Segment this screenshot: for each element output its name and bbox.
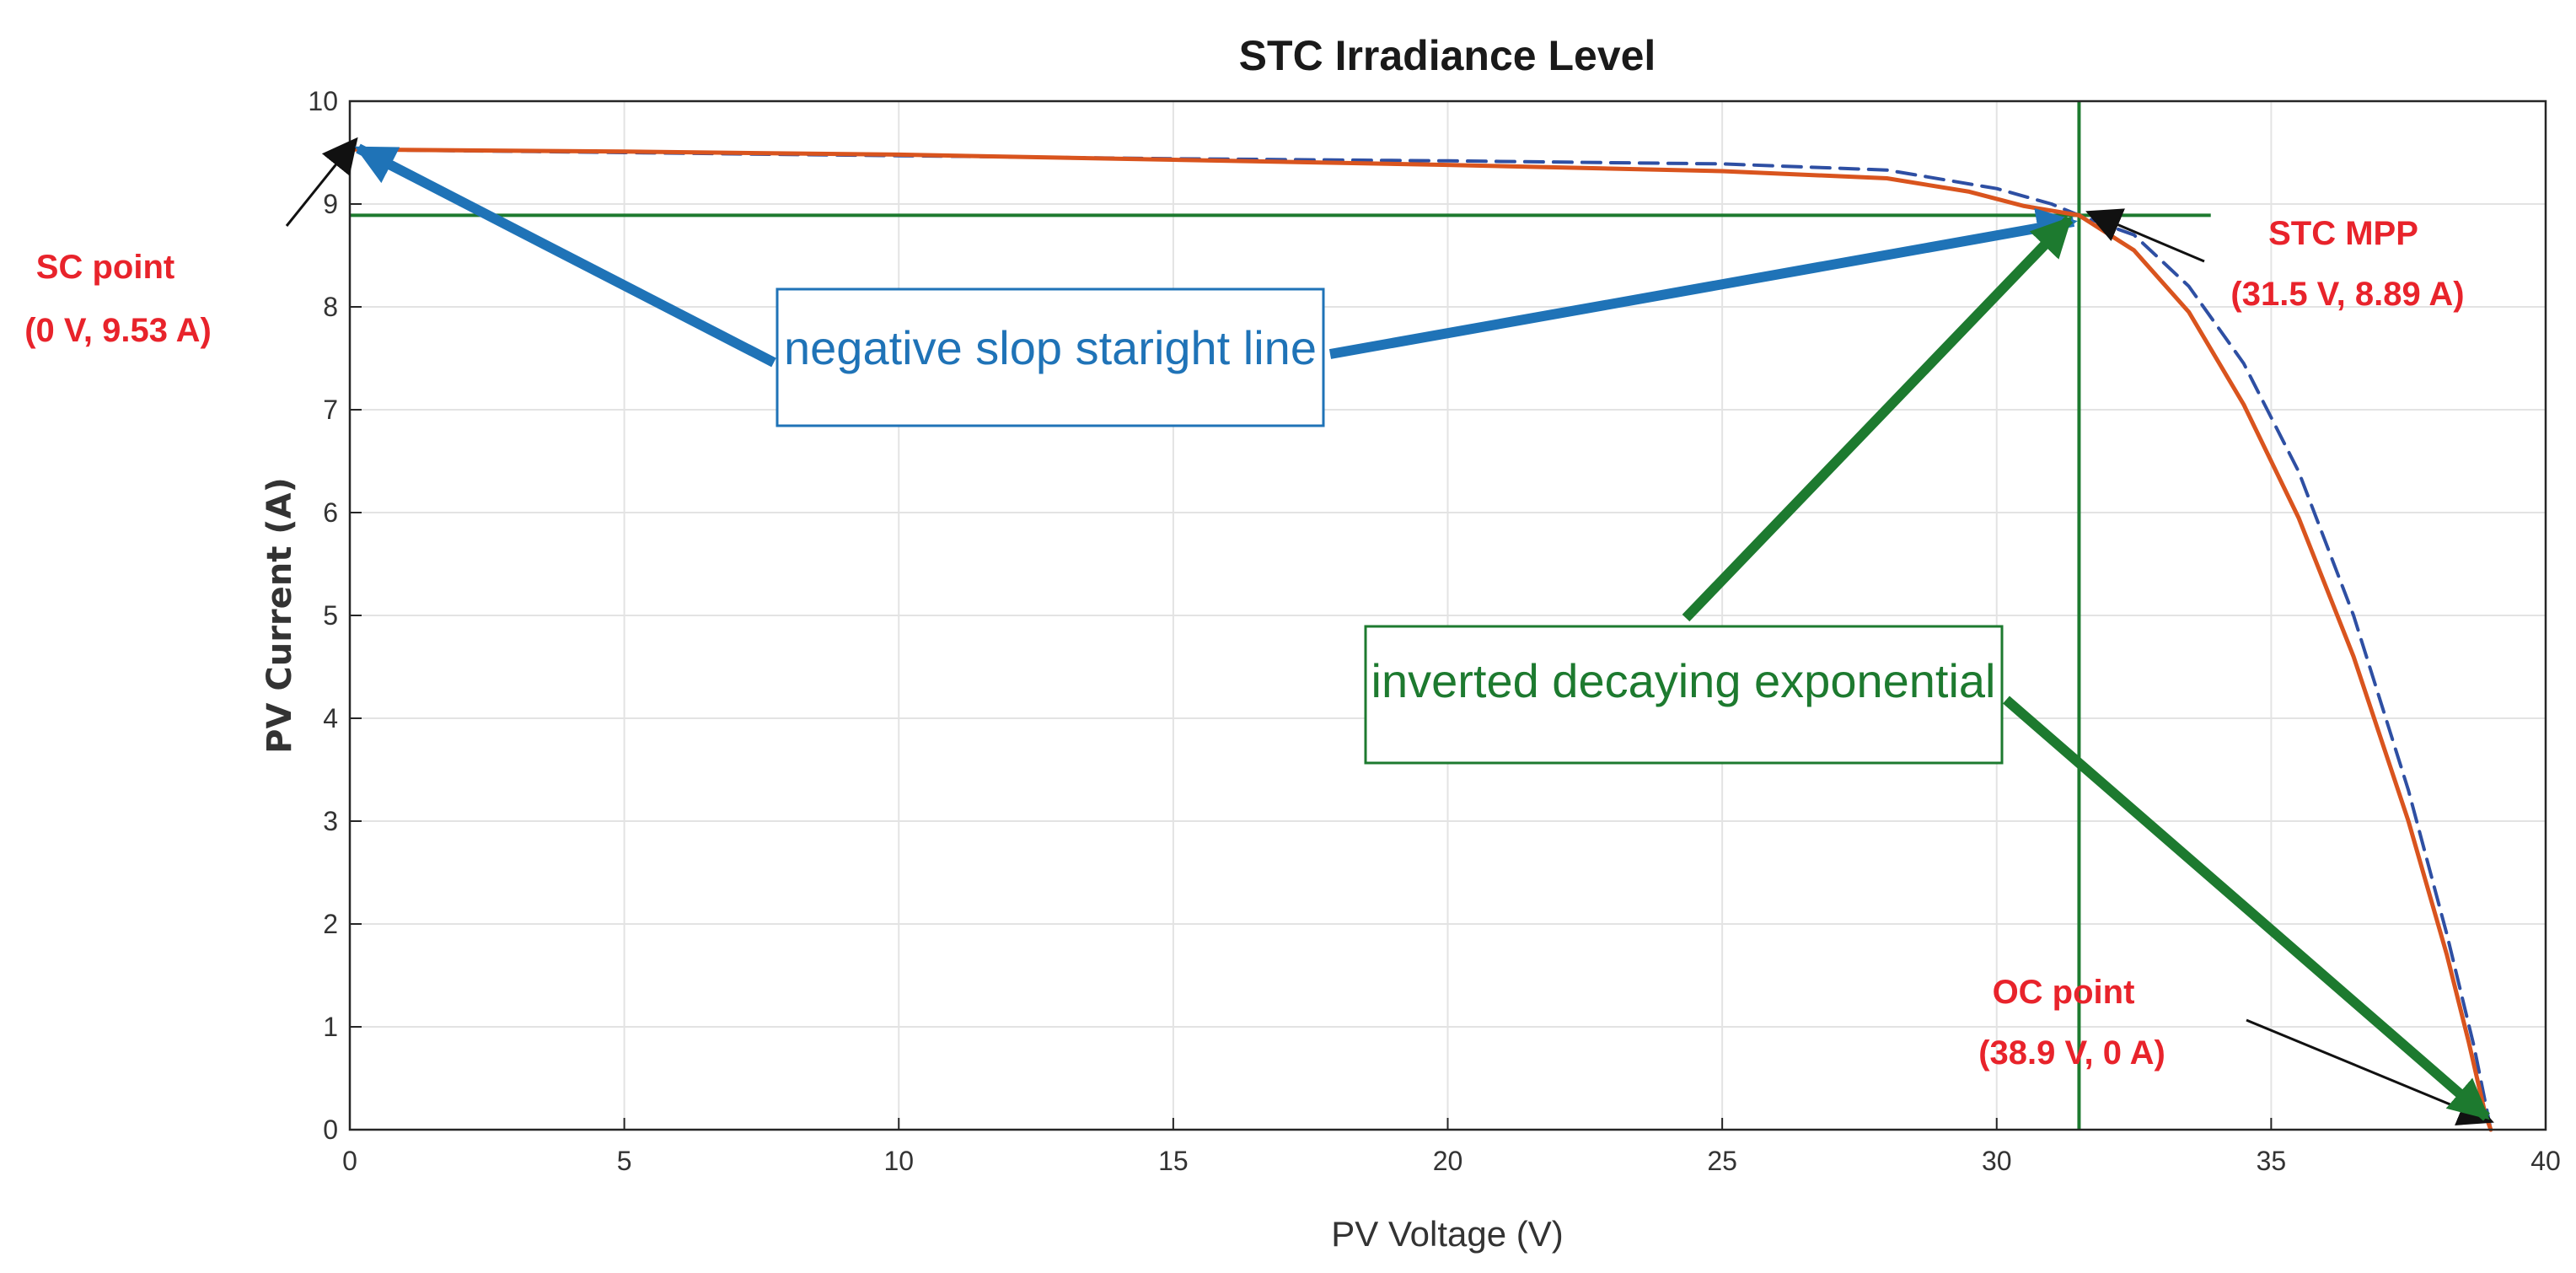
blue-annotation-box [775, 287, 1325, 427]
green-arrow-to-oc [2003, 696, 2490, 1121]
x-tick-label: 10 [883, 1146, 914, 1176]
oc-point-value: (38.9 V, 0 A) [1978, 1034, 2165, 1072]
green-arrow-to-mpp [1682, 215, 2074, 622]
mpp-value: (31.5 V, 8.89 A) [2230, 276, 2464, 313]
blue-arrow-to-sc [354, 143, 776, 368]
x-tick-label: 15 [1158, 1146, 1189, 1176]
oc-point-label: OC point [1993, 974, 2135, 1011]
green-annotation-text: inverted decaying exponential [1371, 654, 1996, 707]
y-tick-label: 7 [323, 395, 338, 425]
y-tick-label: 0 [323, 1115, 338, 1145]
x-tick-label: 35 [2257, 1146, 2287, 1176]
x-tick-label: 30 [1982, 1146, 2012, 1176]
sc-point-arrow [285, 137, 358, 227]
blue-annotation-text: negative slop staright line [784, 321, 1317, 374]
x-tick-label: 40 [2530, 1146, 2561, 1176]
x-tick-label: 25 [1707, 1146, 1737, 1176]
blue-arrow-to-mpp [1328, 207, 2078, 359]
y-tick-label: 9 [323, 189, 338, 219]
x-tick-label: 5 [617, 1146, 632, 1176]
y-tick-label: 3 [323, 806, 338, 836]
sc-point-value: (0 V, 9.53 A) [24, 312, 212, 349]
x-axis-label: PV Voltage (V) [1331, 1214, 1563, 1254]
y-tick-label: 4 [323, 703, 338, 733]
green-annotation-box [1364, 625, 2004, 765]
y-tick-label: 5 [323, 600, 338, 631]
y-tick-label: 8 [323, 292, 338, 322]
mpp-arrow [2085, 208, 2205, 263]
y-tick-label: 6 [323, 497, 338, 528]
mpp-label: STC MPP [2268, 215, 2418, 252]
y-axis-label: PV Current (A) [260, 477, 299, 754]
chart-title: STC Irradiance Level [1239, 32, 1656, 79]
y-tick-label: 10 [308, 86, 338, 116]
reference-lines [350, 101, 2211, 1130]
y-tick-label: 1 [323, 1012, 338, 1042]
tick-labels: 0 5 10 15 20 25 30 35 40 0 1 2 3 4 5 6 7 8 9 10 [308, 86, 2560, 1176]
x-tick-label: 20 [1433, 1146, 1463, 1176]
sc-point-label: SC point [36, 249, 174, 286]
y-tick-label: 2 [323, 909, 338, 939]
x-tick-label: 0 [342, 1146, 357, 1176]
